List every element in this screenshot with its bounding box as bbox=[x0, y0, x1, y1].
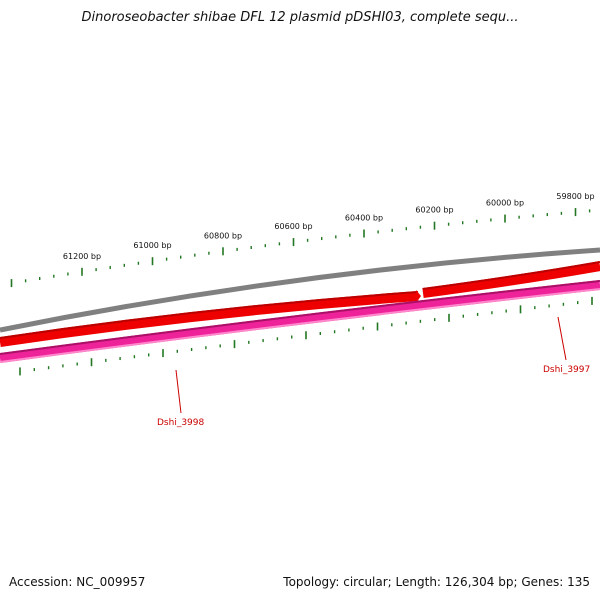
gene-label-dshi3997[interactable]: Dshi_3997 bbox=[543, 365, 590, 375]
upper-tick-row bbox=[10, 208, 591, 288]
gene-leader-line-dshi3997 bbox=[557, 316, 567, 361]
forward-gene-band-left-shade bbox=[0, 291, 419, 339]
tick-label: 60200 bp bbox=[415, 206, 453, 215]
tick-label: 60400 bp bbox=[345, 214, 383, 223]
map-title: Dinoroseobacter shibae DFL 12 plasmid pD… bbox=[81, 10, 519, 25]
gene-label-dshi3998[interactable]: Dshi_3998 bbox=[157, 418, 205, 428]
accession-text: Accession: NC_009957 bbox=[9, 575, 146, 589]
forward-gene-arrowhead bbox=[416, 290, 421, 303]
summary-text: Topology: circular; Length: 126,304 bp; … bbox=[283, 575, 590, 589]
backbone-ring bbox=[0, 247, 600, 333]
tick-label: 61200 bp bbox=[63, 252, 101, 261]
tick-label: 61000 bp bbox=[133, 241, 171, 250]
lower-tick-row bbox=[19, 296, 593, 376]
tick-label: 60000 bp bbox=[486, 199, 524, 208]
tick-label: 59800 bp bbox=[556, 192, 594, 201]
tick-label: 60600 bp bbox=[274, 222, 312, 231]
forward-gene-band-right-shade bbox=[422, 261, 600, 290]
forward-gene-band-right bbox=[422, 261, 600, 298]
reverse-gene-band-light bbox=[0, 288, 600, 363]
reverse-gene-band-shade bbox=[0, 280, 600, 355]
tick-label: 60800 bp bbox=[204, 231, 242, 240]
reverse-gene-band bbox=[0, 280, 600, 363]
forward-gene-band-left bbox=[0, 291, 419, 347]
gene-leader-line-dshi3998 bbox=[175, 369, 182, 414]
tick-label-group: 61200 bp 61000 bp 60800 bp 60600 bp 60400 bp… bbox=[63, 192, 595, 261]
